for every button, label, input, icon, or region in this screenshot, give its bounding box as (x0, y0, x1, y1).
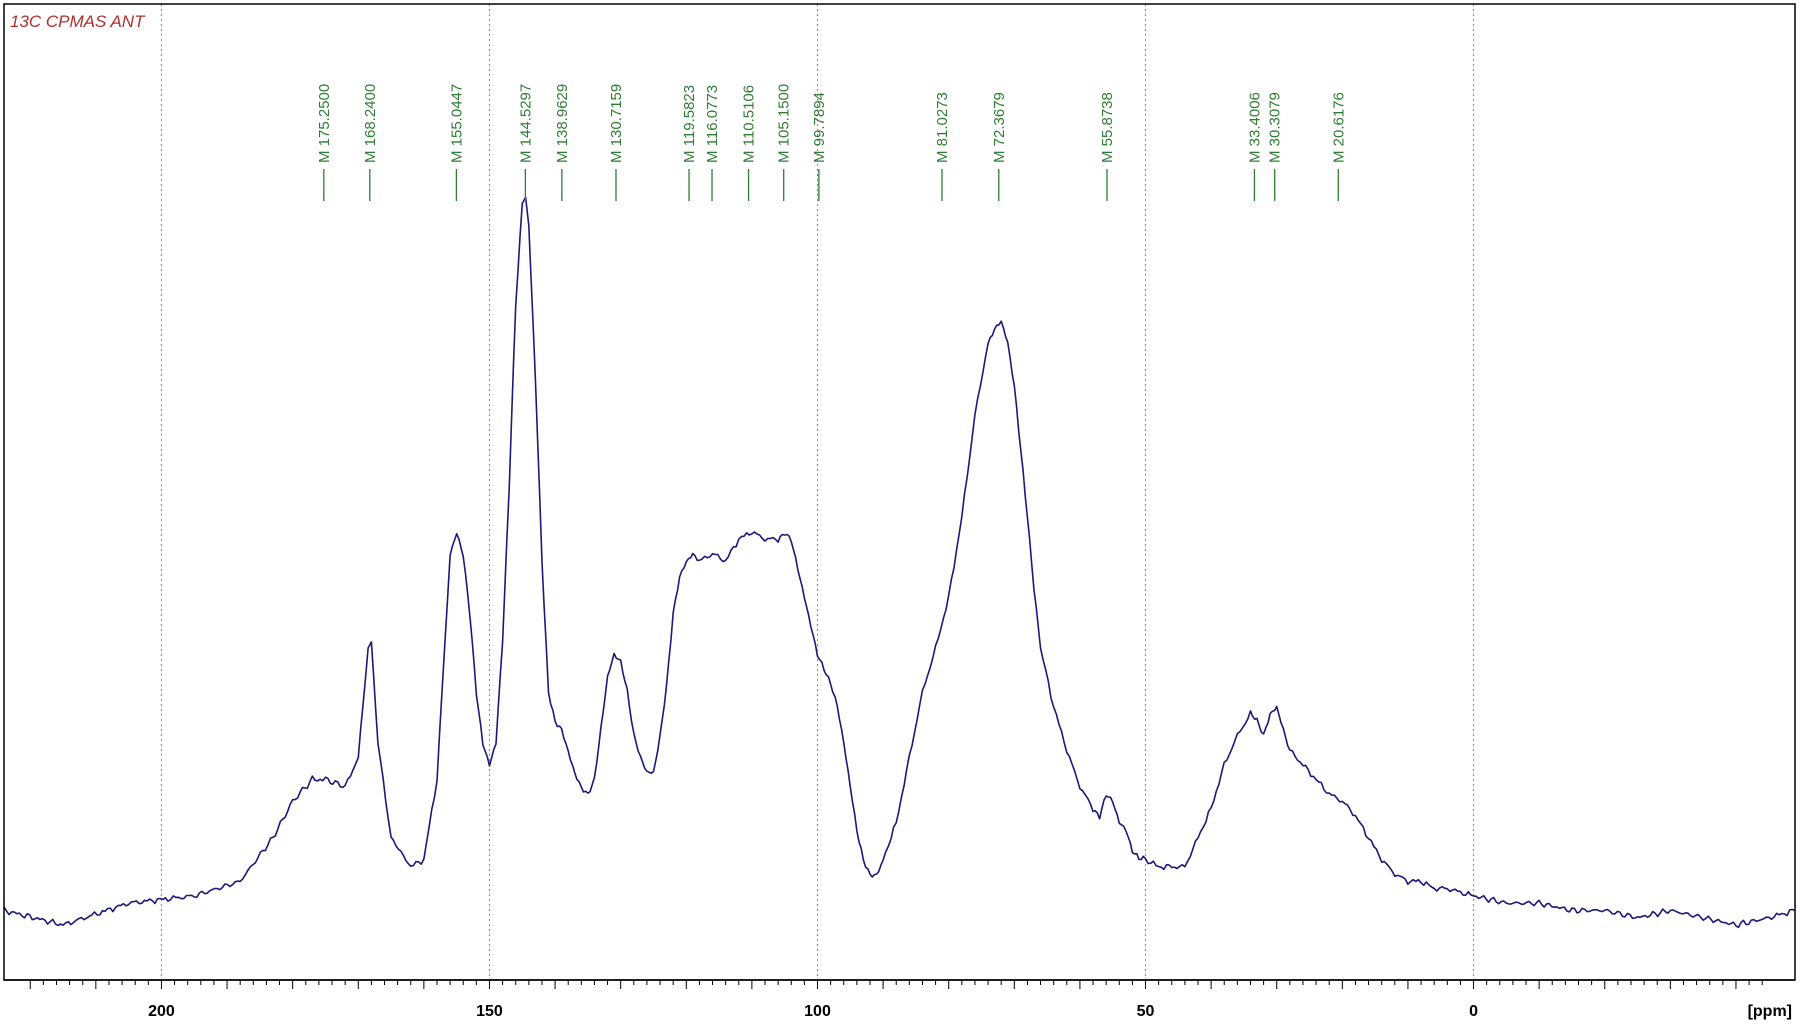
spectrum-trace (3, 196, 1796, 929)
x-axis-ticks (29, 980, 1763, 989)
x-tick-label: 200 (148, 1003, 175, 1020)
x-tick-label: 150 (476, 1003, 503, 1020)
peak-label: M 72.3679 (991, 92, 1008, 163)
peak-label: M 99.7894 (811, 92, 828, 163)
peak-label: M 30.3079 (1267, 92, 1284, 163)
peak-label: M 110.5106 (741, 85, 758, 163)
peak-label: M 138.9629 (554, 84, 571, 163)
peak-label: M 116.0773 (704, 85, 721, 163)
peak-label: M 81.0273 (934, 92, 951, 163)
peak-label: M 144.5297 (517, 84, 534, 163)
peak-label: M 105.1500 (776, 84, 793, 163)
x-tick-label: 100 (804, 1003, 831, 1020)
x-axis-tick-labels: 200 150 100 50 0 (148, 1003, 1478, 1020)
peak-label: M 175.2500 (316, 84, 333, 163)
peak-label: M 55.8738 (1099, 92, 1116, 163)
peak-markers: M 175.2500 M 168.2400 M 155.0447 M 144.5297… (316, 84, 1347, 201)
peak-label: M 20.6176 (1330, 92, 1347, 163)
peak-label: M 130.7159 (608, 84, 625, 163)
peak-label: M 168.2400 (362, 84, 379, 163)
x-axis-label: [ppm] (1748, 1003, 1792, 1020)
peak-label: M 155.0447 (448, 84, 465, 163)
x-tick-label: 0 (1469, 1003, 1478, 1020)
peak-label: M 119.5823 (681, 85, 698, 163)
chart-title: 13C CPMAS ANT (10, 12, 146, 31)
x-tick-label: 50 (1137, 1003, 1155, 1020)
peak-label: M 33.4006 (1246, 92, 1263, 163)
